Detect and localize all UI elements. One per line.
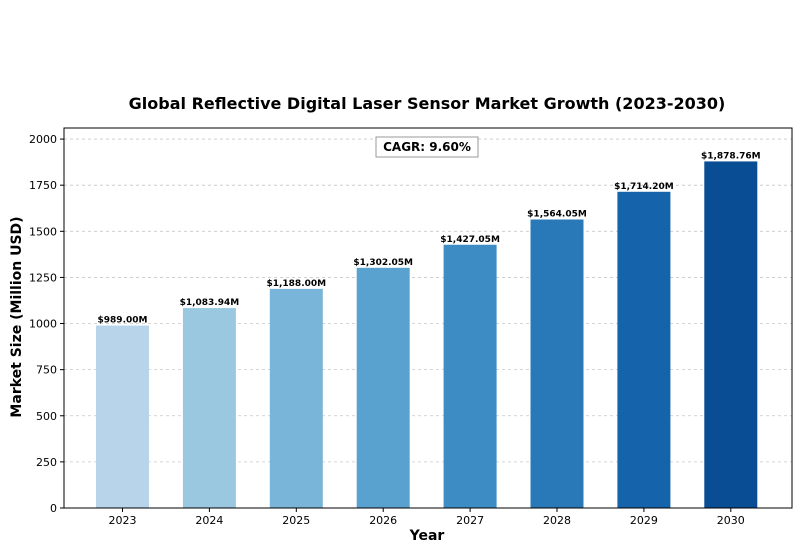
bar-2023 — [96, 325, 149, 508]
x-axis-ticks: 2023 2024 2025 2026 2027 2028 2029 2030 — [109, 508, 745, 527]
bar-2027 — [443, 244, 497, 509]
y-tick-label: 1000 — [29, 318, 57, 331]
x-tick-label: 2027 — [456, 514, 484, 527]
data-label-2024: $1,083.94M — [180, 298, 240, 308]
x-tick-label: 2026 — [369, 514, 397, 527]
x-tick-label: 2023 — [109, 514, 137, 527]
y-tick-label: 750 — [36, 364, 57, 377]
data-label-2030: $1,878.76M — [701, 151, 761, 161]
chart-title: Global Reflective Digital Laser Sensor M… — [129, 94, 726, 113]
data-labels: $989.00M $1,083.94M $1,188.00M $1,302.05M $1… — [98, 151, 761, 325]
y-tick-label: 1500 — [29, 225, 57, 238]
y-tick-label: 1250 — [29, 271, 57, 284]
y-tick-label: 0 — [50, 502, 57, 515]
x-axis-label: Year — [409, 528, 445, 544]
data-label-2025: $1,188.00M — [266, 279, 326, 289]
bar-2030 — [704, 161, 758, 508]
cagr-label: CAGR: 9.60% — [383, 140, 471, 154]
cagr-box — [375, 136, 479, 158]
bar-2028 — [530, 219, 584, 509]
cagr-annotation: CAGR: 9.60% — [375, 136, 479, 158]
y-axis-ticks: 0 250 500 750 1000 1250 1500 1750 2000 — [29, 133, 64, 515]
y-tick-label: 1750 — [29, 179, 57, 192]
x-tick-label: 2029 — [630, 514, 658, 527]
data-label-2029: $1,714.20M — [614, 182, 674, 192]
bars — [96, 161, 758, 509]
data-label-2026: $1,302.05M — [353, 258, 413, 268]
bar-2024 — [182, 308, 236, 508]
data-label-2023: $989.00M — [98, 316, 148, 326]
bar-2026 — [356, 267, 410, 508]
data-label-2027: $1,427.05M — [440, 235, 500, 245]
data-label-2028: $1,564.05M — [527, 209, 587, 219]
gridlines — [64, 138, 792, 463]
bar-2025 — [269, 288, 323, 508]
x-tick-label: 2028 — [543, 514, 571, 527]
y-axis-label: Market Size (Million USD) — [9, 216, 25, 417]
y-tick-label: 250 — [36, 456, 57, 469]
plot-frame — [63, 127, 793, 509]
y-tick-label: 500 — [36, 410, 57, 423]
bar-2029 — [617, 191, 671, 509]
x-tick-label: 2030 — [717, 514, 745, 527]
x-tick-label: 2025 — [282, 514, 310, 527]
x-tick-label: 2024 — [195, 514, 223, 527]
y-tick-label: 2000 — [29, 133, 57, 146]
